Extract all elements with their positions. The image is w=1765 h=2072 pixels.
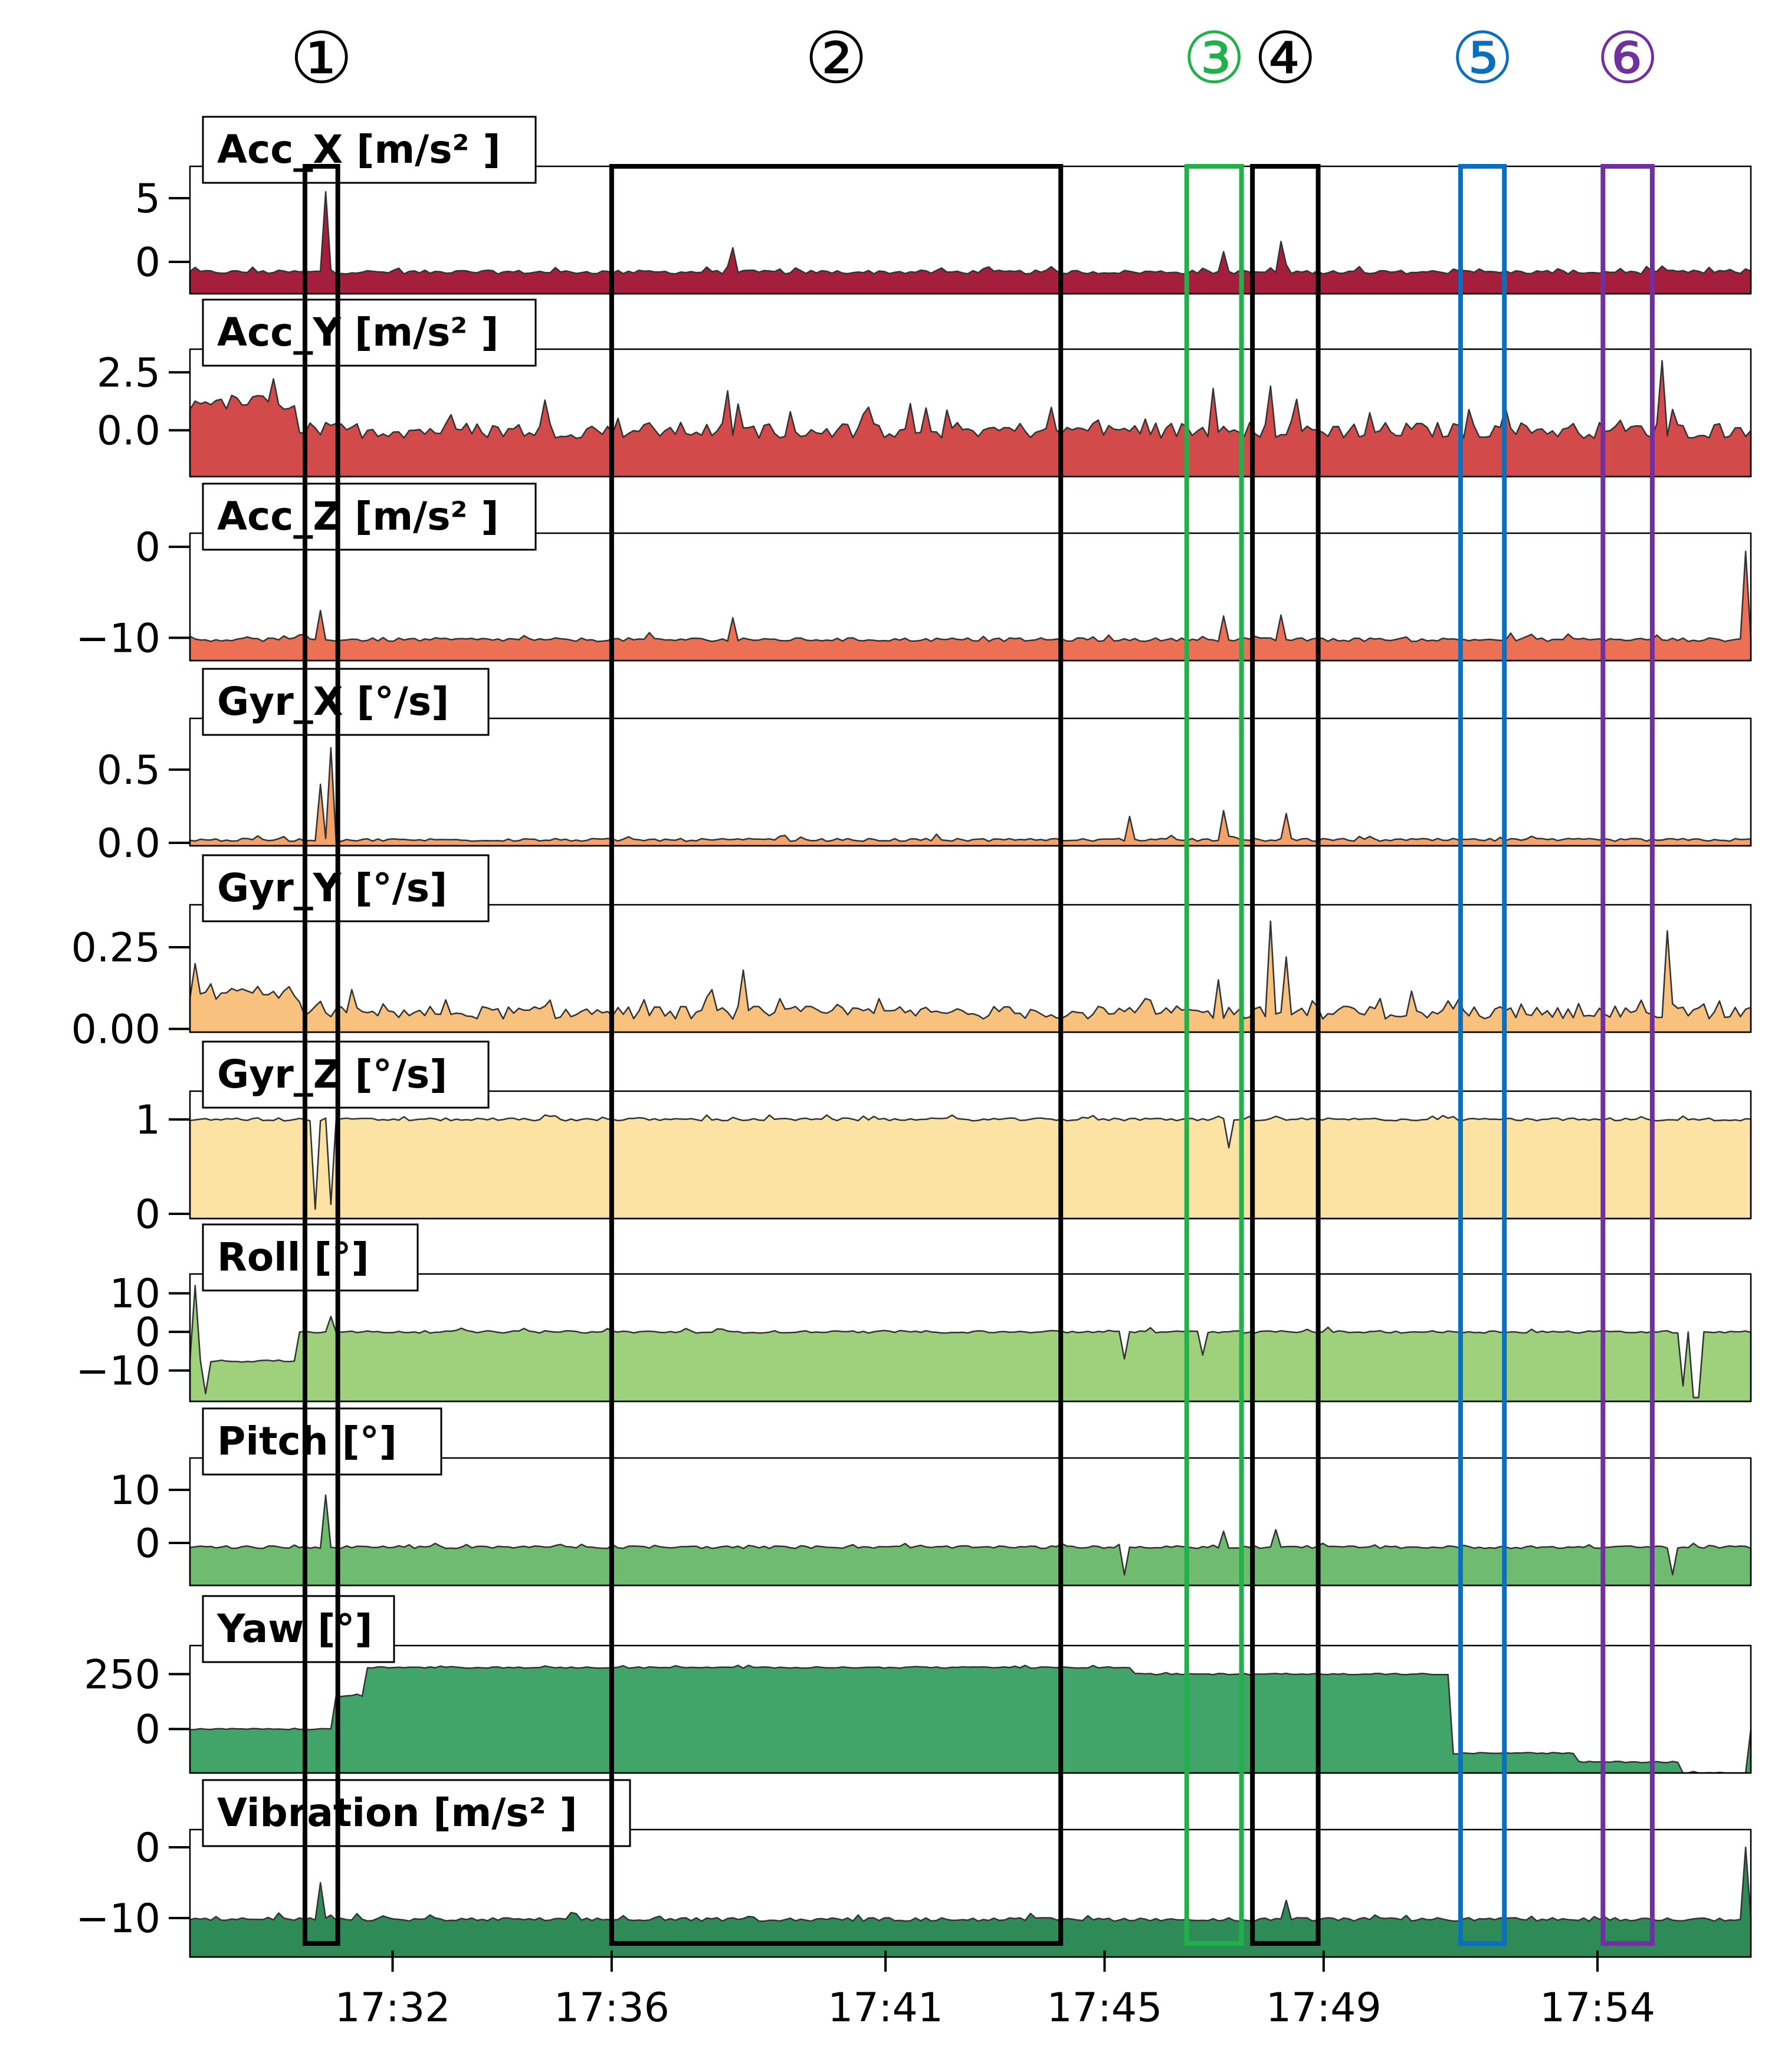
series-label-box (202, 116, 537, 184)
y-tick-label: 250 (84, 1651, 160, 1698)
event-marker-label: ④ (1254, 18, 1317, 100)
subplot-frame (189, 1644, 1752, 1774)
subplot-8: 250 0 Yaw [°] (84, 1595, 1752, 1774)
subplot-frame (189, 904, 1752, 1033)
subplot-0: 5 0 Acc_X [m/s² ] (135, 116, 1752, 295)
x-tick-label: 17:45 (1046, 1985, 1162, 2031)
series-label: Acc_Z [m/s² ] (217, 494, 499, 539)
y-tick-label: −10 (76, 1348, 160, 1395)
x-tick-label: 17:32 (335, 1985, 451, 2031)
y-tick-label: −10 (76, 615, 160, 662)
subplot-2: 0 −10 Acc_Z [m/s² ] (76, 482, 1752, 662)
subplot-frame (189, 348, 1752, 478)
subplot-frame (189, 1457, 1752, 1587)
series-area (189, 550, 1752, 662)
y-tick-label: 1 (135, 1097, 160, 1144)
y-tick-label: 0 (135, 1521, 160, 1567)
series-label: Gyr_X [°/s] (217, 679, 449, 724)
event-marker-label: ② (805, 18, 868, 100)
event-marker-label: ⑤ (1451, 18, 1514, 100)
y-tick-label: 10 (109, 1271, 160, 1318)
event-marker-box (1600, 164, 1655, 1946)
event-marker-label: ⑥ (1596, 18, 1659, 100)
series-area (189, 1285, 1752, 1403)
series-label-box (202, 854, 490, 922)
series-area (189, 920, 1752, 1033)
series-label: Yaw [°] (216, 1606, 373, 1651)
y-tick-label: 0.0 (97, 820, 160, 867)
series-area (189, 747, 1752, 847)
x-tick-label: 17:54 (1540, 1985, 1655, 2031)
subplot-1: 2.5 0.0 Acc_Y [m/s² ] (97, 298, 1752, 478)
y-tick-label: 0.0 (97, 408, 160, 454)
event-marker-box (609, 164, 1064, 1946)
y-tick-label: −10 (76, 1896, 160, 1942)
y-tick-label: 0.5 (97, 747, 160, 794)
x-tick-label: 17:36 (554, 1985, 670, 2031)
series-label-box (202, 668, 490, 736)
event-marker-box (1250, 164, 1321, 1946)
y-tick-label: 0 (135, 524, 160, 571)
series-label: Vibration [m/s² ] (217, 1790, 578, 1835)
series-area (189, 1664, 1752, 1774)
subplot-9: 0 −10 Vibration [m/s² ] (76, 1779, 1752, 1958)
series-label-box (202, 1779, 631, 1847)
series-label: Gyr_Z [°/s] (217, 1052, 447, 1097)
y-tick-label: 0 (135, 1707, 160, 1754)
series-label-box (202, 482, 537, 551)
y-tick-label: 0 (135, 1191, 160, 1238)
y-tick-label: 0 (135, 239, 160, 286)
series-label: Roll [°] (217, 1234, 369, 1280)
event-marker-box (1184, 164, 1244, 1946)
y-tick-label: 0.25 (71, 925, 160, 971)
event-marker-box (302, 164, 340, 1946)
subplot-5: 1 0 Gyr_Z [°/s] (135, 1040, 1752, 1238)
x-tick-label: 17:49 (1266, 1985, 1382, 2031)
event-marker-label: ① (290, 18, 353, 100)
y-tick-label: 2.5 (97, 350, 160, 396)
subplot-frame (189, 1273, 1752, 1403)
series-label-box (202, 1223, 419, 1292)
subplot-frame (189, 1828, 1752, 1958)
y-tick-label: 10 (109, 1467, 160, 1514)
y-tick-label: 0 (135, 1825, 160, 1871)
subplot-frame (189, 532, 1752, 662)
y-tick-label: 0 (135, 1309, 160, 1356)
y-tick-label: 0.00 (71, 1006, 160, 1053)
event-marker-box (1458, 164, 1507, 1946)
series-label-box (202, 1407, 442, 1476)
event-marker-label: ③ (1182, 18, 1246, 100)
series-area (189, 1494, 1752, 1587)
y-tick-label: 5 (135, 176, 160, 222)
series-area (189, 1114, 1752, 1220)
x-tick-label: 17:41 (828, 1985, 943, 2031)
series-area (189, 1846, 1752, 1958)
subplot-frame (189, 1090, 1752, 1220)
subplot-6: 100−10 Roll [°] (76, 1223, 1752, 1403)
series-label-box (202, 1595, 395, 1663)
series-label-box (202, 298, 537, 367)
subplot-frame (189, 717, 1752, 847)
subplot-4: 0.25 0.00 Gyr_Y [°/s] (71, 854, 1752, 1053)
series-area (189, 191, 1752, 295)
series-area (189, 360, 1752, 478)
series-label: Gyr_Y [°/s] (217, 865, 447, 911)
series-label: Acc_X [m/s² ] (217, 127, 501, 172)
subplot-3: 0.5 0.0 Gyr_X [°/s] (97, 668, 1752, 867)
series-label: Acc_Y [m/s² ] (217, 310, 498, 355)
series-label-box (202, 1040, 490, 1109)
